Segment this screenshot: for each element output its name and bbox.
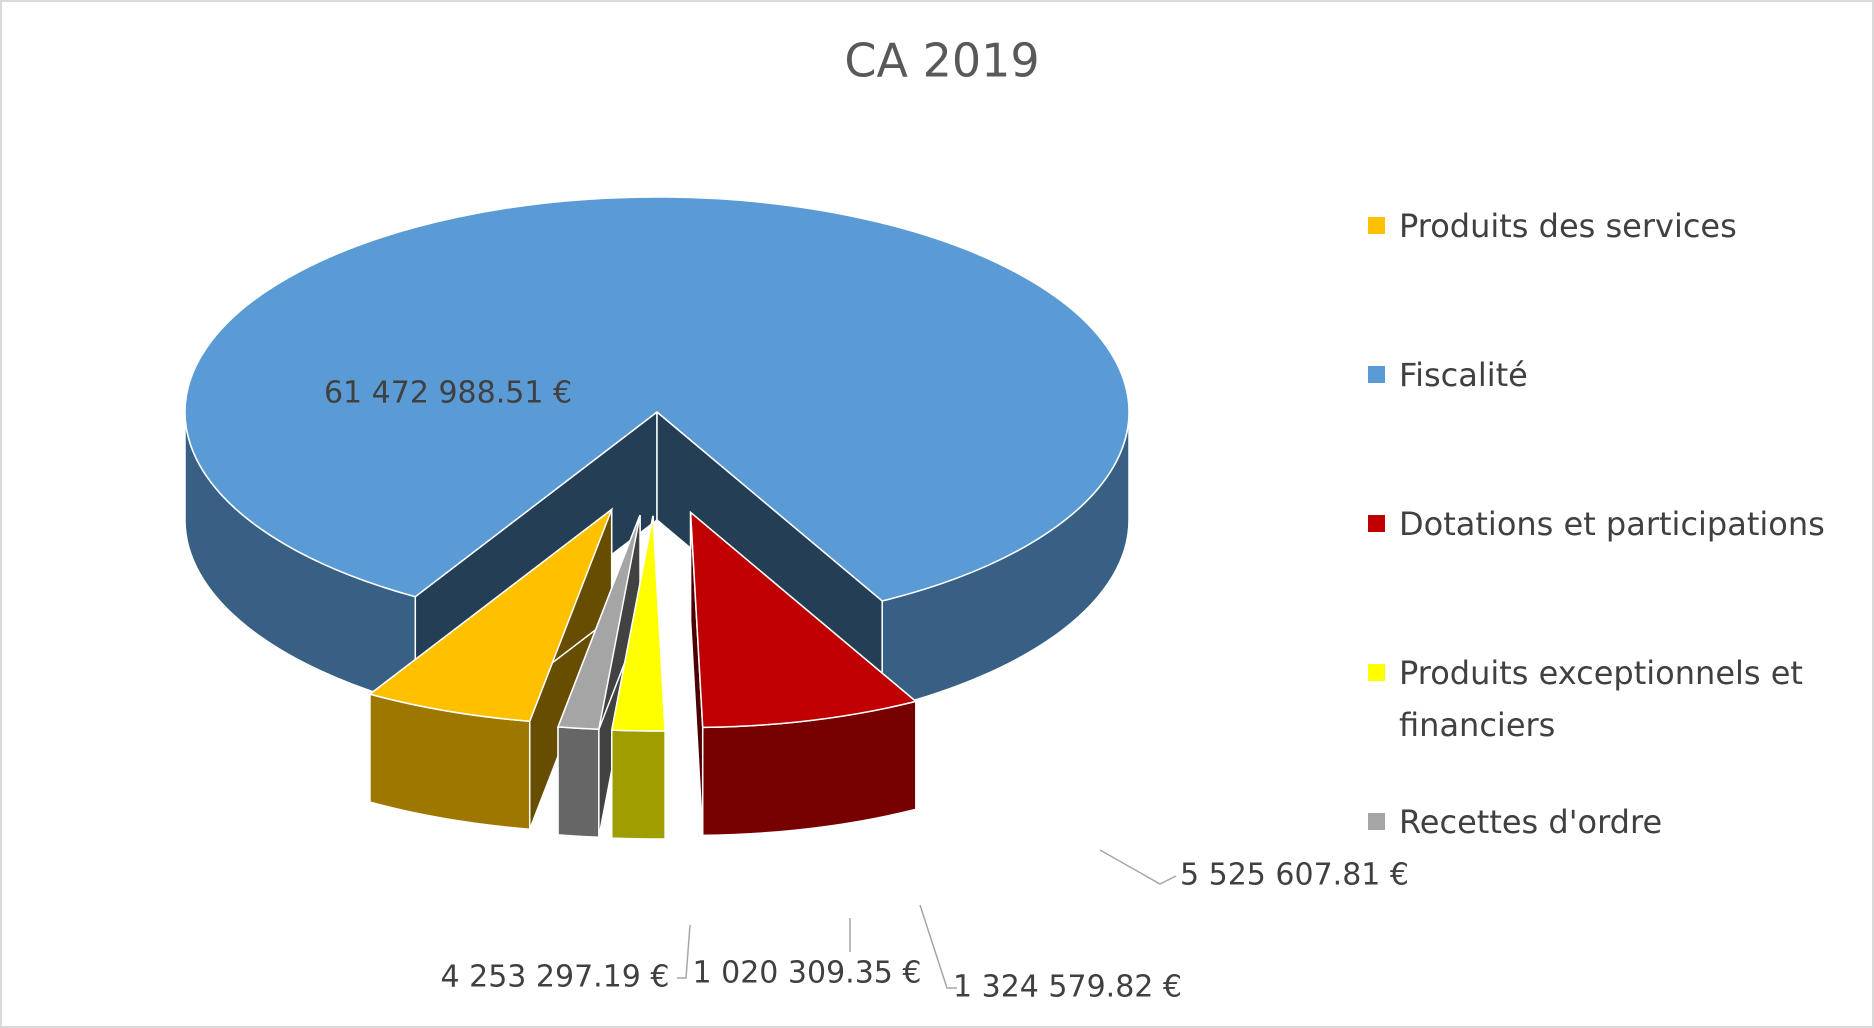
legend-item: Fiscalité [1368, 349, 1868, 498]
slice [689, 510, 918, 837]
slice-top [556, 514, 641, 731]
slice-top [368, 507, 614, 723]
slice-top [610, 515, 666, 732]
slice-side [611, 729, 666, 840]
slice-top [184, 196, 1130, 602]
legend-label: Produits exceptionnels et financiers [1399, 654, 1803, 744]
slice [610, 515, 666, 840]
legend-item: Produits des services [1368, 200, 1868, 349]
legend-item: Produits exceptionnels et financiers [1368, 647, 1868, 796]
legend-swatch [1368, 366, 1385, 383]
slice-top [689, 510, 918, 729]
data-label: 1 324 579.82 € [953, 970, 1182, 1005]
legend-label: Dotations et participations [1399, 505, 1825, 543]
legend-item: Dotations et participations [1368, 498, 1868, 647]
leader-line [677, 924, 691, 979]
chart-title: CA 2019 [844, 34, 1039, 88]
legend-label: Fiscalité [1399, 356, 1528, 394]
legend-swatch [1368, 664, 1385, 681]
data-label: 5 525 607.81 € [1180, 858, 1409, 893]
legend-label: Produits des services [1399, 207, 1737, 245]
legend-swatch [1368, 813, 1385, 830]
leader-line [1099, 849, 1177, 885]
data-labels: 4 253 297.19 € 61 472 988.51 € 5 525 607.8… [324, 376, 1409, 1005]
pie [184, 196, 1130, 840]
legend: Produits des services Fiscalité Dotations … [1368, 200, 1868, 945]
slice [368, 507, 614, 831]
slice-side [557, 726, 600, 839]
legend-item: Recettes d'ordre [1368, 796, 1868, 945]
data-label: 1 020 309.35 € [692, 956, 921, 991]
legend-swatch [1368, 217, 1385, 234]
data-label: 4 253 297.19 € [440, 960, 669, 995]
leader-line [919, 904, 957, 989]
data-label: 61 472 988.51 € [324, 376, 572, 411]
legend-swatch [1368, 515, 1385, 532]
legend-label: Recettes d'ordre [1399, 803, 1663, 841]
